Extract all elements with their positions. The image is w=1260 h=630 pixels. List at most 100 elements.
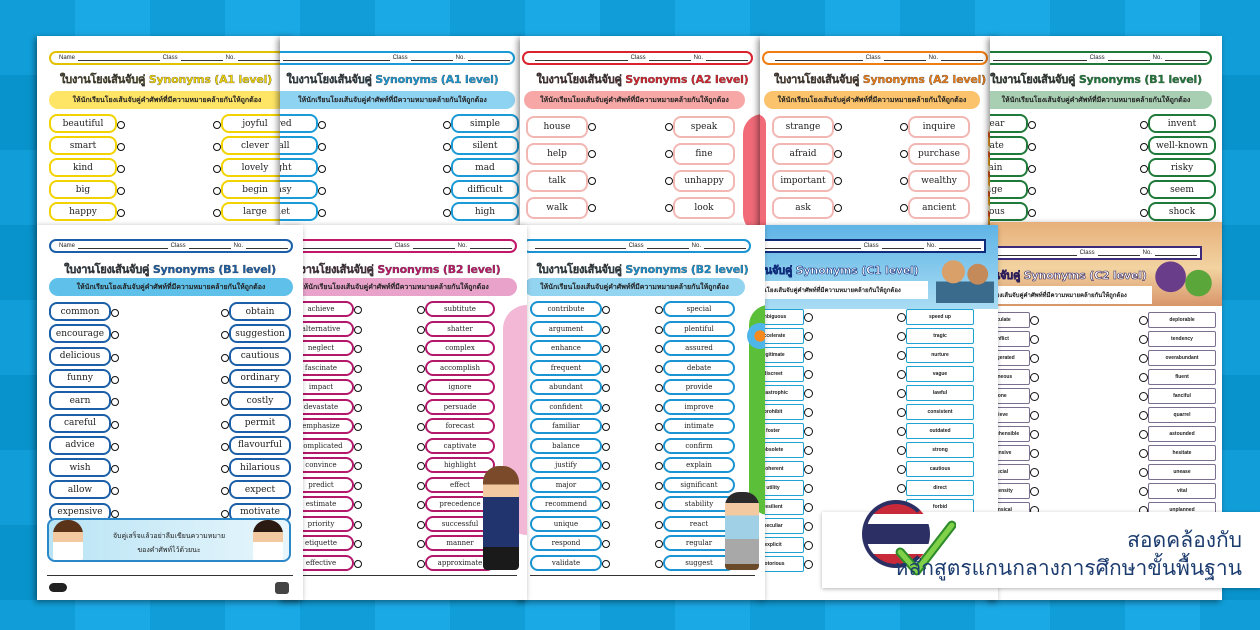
- connector-dot[interactable]: [221, 398, 229, 407]
- right-word[interactable]: ordinary: [221, 368, 291, 388]
- right-word[interactable]: tendency: [1139, 331, 1216, 347]
- connector-dot[interactable]: [804, 484, 813, 493]
- left-word[interactable]: confident: [530, 398, 610, 415]
- right-word[interactable]: overabundant: [1139, 350, 1216, 366]
- connector-dot[interactable]: [354, 559, 362, 568]
- right-word[interactable]: silent: [443, 136, 519, 155]
- right-word[interactable]: look: [665, 197, 735, 219]
- connector-dot[interactable]: [602, 325, 610, 334]
- right-word[interactable]: fine: [665, 143, 735, 165]
- right-word[interactable]: risky: [1140, 158, 1216, 177]
- connector-dot[interactable]: [665, 123, 673, 131]
- connector-dot[interactable]: [354, 481, 362, 490]
- right-word[interactable]: hilarious: [221, 458, 291, 478]
- left-word[interactable]: ask: [772, 197, 842, 219]
- left-word[interactable]: delicious: [49, 346, 119, 366]
- right-word[interactable]: inquire: [900, 116, 970, 138]
- right-word[interactable]: nurture: [897, 347, 974, 363]
- connector-dot[interactable]: [602, 345, 610, 353]
- left-word[interactable]: ambiguous: [762, 309, 813, 325]
- connector-dot[interactable]: [1140, 209, 1148, 217]
- connector-dot[interactable]: [897, 351, 906, 360]
- connector-dot[interactable]: [804, 503, 813, 512]
- connector-dot[interactable]: [602, 481, 610, 490]
- connector-dot[interactable]: [213, 165, 221, 173]
- connector-dot[interactable]: [804, 389, 813, 398]
- right-word[interactable]: plentiful: [655, 320, 735, 337]
- right-word[interactable]: fluent: [1139, 369, 1216, 385]
- connector-dot[interactable]: [111, 375, 119, 384]
- right-word[interactable]: invent: [1140, 114, 1216, 133]
- connector-dot[interactable]: [804, 408, 813, 417]
- right-word[interactable]: astounded: [1139, 426, 1216, 442]
- left-word[interactable]: predict: [288, 476, 362, 493]
- right-word[interactable]: effect: [417, 476, 495, 493]
- connector-dot[interactable]: [221, 509, 229, 518]
- left-word[interactable]: relieve: [990, 407, 1039, 423]
- right-word[interactable]: significant: [655, 476, 735, 493]
- left-word[interactable]: coherent: [762, 461, 813, 477]
- connector-dot[interactable]: [602, 442, 610, 451]
- right-word[interactable]: obtain: [221, 302, 291, 321]
- right-word[interactable]: begin: [213, 180, 289, 199]
- connector-dot[interactable]: [417, 364, 425, 373]
- right-word[interactable]: suggest: [655, 554, 735, 571]
- left-word[interactable]: lain: [990, 158, 1036, 177]
- connector-dot[interactable]: [443, 143, 451, 151]
- connector-dot[interactable]: [602, 364, 610, 373]
- left-word[interactable]: important: [772, 170, 842, 192]
- right-word[interactable]: tragic: [897, 328, 974, 344]
- left-word[interactable]: argument: [530, 320, 610, 337]
- left-word[interactable]: nous: [990, 202, 1036, 221]
- left-word[interactable]: alternative: [288, 320, 362, 337]
- right-word[interactable]: mad: [443, 158, 519, 177]
- connector-dot[interactable]: [111, 420, 119, 429]
- connector-dot[interactable]: [900, 204, 908, 212]
- connector-dot[interactable]: [354, 442, 362, 451]
- connector-dot[interactable]: [417, 520, 425, 529]
- connector-dot[interactable]: [1140, 187, 1148, 195]
- connector-dot[interactable]: [1139, 487, 1148, 496]
- connector-dot[interactable]: [417, 462, 425, 470]
- connector-dot[interactable]: [897, 370, 906, 379]
- connector-dot[interactable]: [602, 306, 610, 314]
- connector-dot[interactable]: [354, 325, 362, 334]
- connector-dot[interactable]: [1028, 209, 1036, 217]
- left-word[interactable]: catastrophic: [762, 385, 813, 401]
- left-word[interactable]: kind: [49, 158, 125, 177]
- connector-dot[interactable]: [897, 446, 906, 455]
- left-word[interactable]: legitimate: [762, 347, 813, 363]
- left-word[interactable]: estimate: [288, 496, 362, 512]
- connector-dot[interactable]: [417, 384, 425, 392]
- connector-dot[interactable]: [1140, 143, 1148, 151]
- left-word[interactable]: enhance: [530, 340, 610, 356]
- left-word[interactable]: pear: [990, 114, 1036, 133]
- connector-dot[interactable]: [117, 209, 125, 217]
- left-word[interactable]: achieve: [288, 301, 362, 317]
- right-word[interactable]: lovely: [213, 158, 289, 177]
- right-word[interactable]: hesitate: [1139, 445, 1216, 461]
- right-word[interactable]: highlight: [417, 457, 495, 473]
- connector-dot[interactable]: [655, 423, 663, 431]
- connector-dot[interactable]: [1030, 392, 1039, 401]
- right-word[interactable]: purchase: [900, 143, 970, 165]
- right-word[interactable]: cautious: [897, 461, 974, 477]
- connector-dot[interactable]: [834, 150, 842, 158]
- right-word[interactable]: shock: [1140, 202, 1216, 221]
- left-word[interactable]: justify: [530, 457, 610, 473]
- connector-dot[interactable]: [655, 559, 663, 568]
- left-word[interactable]: discreet: [762, 366, 813, 382]
- left-word[interactable]: accelerate: [762, 328, 813, 344]
- connector-dot[interactable]: [354, 403, 362, 412]
- right-word[interactable]: direct: [897, 480, 974, 496]
- connector-dot[interactable]: [417, 540, 425, 548]
- left-word[interactable]: emphasize: [288, 418, 362, 434]
- connector-dot[interactable]: [213, 143, 221, 151]
- connector-dot[interactable]: [804, 313, 813, 322]
- connector-dot[interactable]: [1139, 335, 1148, 344]
- connector-dot[interactable]: [1030, 335, 1039, 344]
- connector-dot[interactable]: [221, 375, 229, 384]
- connector-dot[interactable]: [804, 465, 813, 474]
- left-word[interactable]: unique: [530, 515, 610, 532]
- left-word[interactable]: neglect: [288, 340, 362, 356]
